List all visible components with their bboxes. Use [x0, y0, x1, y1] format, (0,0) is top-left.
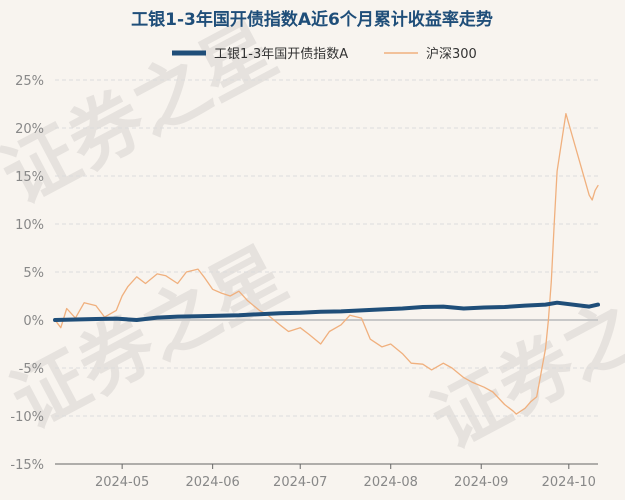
watermark-text: 证券之星 [0, 231, 300, 446]
x-tick-label: 2024-10 [542, 475, 596, 490]
x-tick-label: 2024-08 [364, 475, 418, 490]
x-axis: 2024-05 2024-06 2024-07 2024-08 2024-09 2024-… [55, 463, 598, 490]
x-tick-label: 2024-09 [454, 475, 508, 490]
plot-area [53, 112, 600, 415]
x-tick-label: 2024-06 [185, 475, 239, 490]
y-tick-label: 0% [23, 314, 44, 329]
legend-label-fund: 工银1-3年国开债指数A [214, 47, 348, 62]
legend: 工银1-3年国开债指数A 沪深300 [172, 46, 477, 62]
y-tick-label: -5% [19, 362, 44, 377]
series-line-fund [53, 300, 600, 322]
y-axis: 25% 20% 15% 10% 5% 0% -5% -10% -15% [10, 74, 44, 473]
y-tick-label: -15% [10, 458, 44, 473]
watermark-text: 证券之星 [418, 251, 625, 466]
y-tick-label: 25% [15, 74, 44, 89]
x-tick-label: 2024-05 [95, 475, 149, 490]
x-tick-label: 2024-07 [273, 475, 327, 490]
y-tick-label: 20% [15, 122, 44, 137]
chart-title: 工银1-3年国开债指数A近6个月累计收益率走势 [131, 9, 493, 30]
y-tick-label: -10% [10, 410, 44, 425]
watermark-text: 证券之星 [0, 6, 290, 221]
legend-label-index: 沪深300 [426, 46, 477, 62]
series-line-index [54, 112, 599, 415]
watermark: 证券之星 证券之星 证券之星 [0, 6, 625, 466]
y-tick-label: 10% [15, 218, 44, 233]
y-tick-label: 5% [23, 266, 44, 281]
y-tick-label: 15% [15, 170, 44, 185]
